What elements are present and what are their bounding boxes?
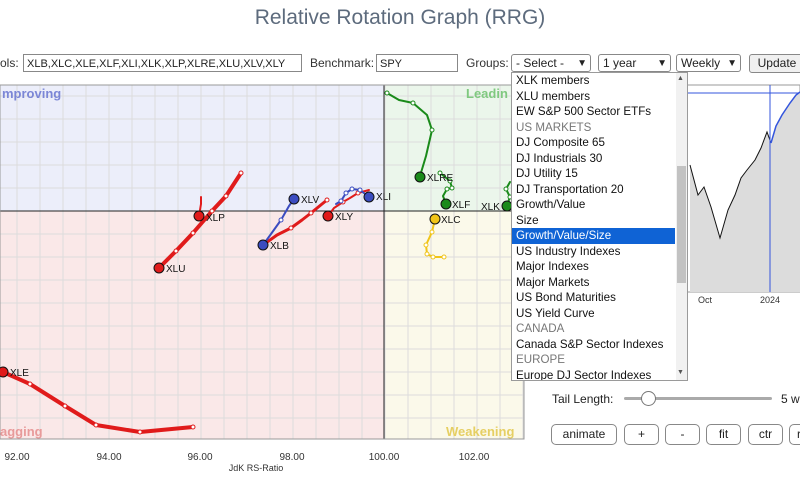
x-axis-title: JdK RS-Ratio xyxy=(229,463,284,473)
xlre-tail xyxy=(386,92,433,177)
xlp-marker xyxy=(193,210,205,222)
x-tick-label: 98.00 xyxy=(279,452,304,463)
xlre-marker xyxy=(414,171,426,183)
x-tick-label: 94.00 xyxy=(96,452,121,463)
dropdown-group-header: CANADA xyxy=(516,322,565,335)
benchmark-label: Benchmark: xyxy=(310,56,375,70)
price-x-label: Oct xyxy=(698,295,713,305)
dropdown-scrollbar[interactable]: ▲ ▼ xyxy=(676,73,687,380)
groups-label: Groups: xyxy=(466,56,509,70)
xlv-label: XLV xyxy=(301,195,319,206)
lagging-label: agging xyxy=(0,424,43,439)
price-line-highlight xyxy=(770,91,800,144)
xlu-marker xyxy=(153,262,165,274)
xlb-marker xyxy=(257,239,269,251)
dropdown-option[interactable]: Growth/Value/Size xyxy=(512,228,675,244)
xlc-label: XLC xyxy=(441,215,460,226)
xlre-label: XLRE xyxy=(427,173,453,184)
period-select-value: 1 year xyxy=(603,56,637,70)
xlv-marker xyxy=(288,193,300,205)
xli-label: XLI xyxy=(376,192,391,203)
interval-select-value: Weekly xyxy=(681,56,721,70)
price-chart: Oct 2024 xyxy=(685,84,800,305)
improving-label: mproving xyxy=(2,86,61,101)
period-select[interactable]: 1 year ▼ xyxy=(598,54,671,72)
dropdown-group-header: US MARKETS xyxy=(516,120,592,134)
dropdown-option[interactable]: Europe DJ Sector Indexes xyxy=(516,368,652,381)
dropdown-group-header: EUROPE xyxy=(516,353,565,366)
zoom-out-button[interactable]: - xyxy=(665,424,700,445)
xlf-marker xyxy=(440,198,452,210)
x-tick-label: 96.00 xyxy=(187,452,212,463)
xlb-tail xyxy=(261,198,329,247)
center-button[interactable]: ctr xyxy=(748,424,783,445)
leading-label: Leadin xyxy=(466,86,508,101)
xly-marker xyxy=(322,210,334,222)
scroll-up-icon[interactable]: ▲ xyxy=(677,75,684,82)
price-x-label: 2024 xyxy=(760,295,780,305)
x-tick-label: 102.00 xyxy=(459,452,490,463)
xle-marker xyxy=(0,366,9,378)
price-line xyxy=(689,130,772,240)
dropdown-option[interactable]: US Yield Curve xyxy=(516,306,595,320)
lagging-quadrant xyxy=(0,211,384,439)
tail-length-slider[interactable] xyxy=(624,397,772,400)
tail-length-value: 5 w xyxy=(781,392,800,406)
improving-quadrant xyxy=(0,85,384,211)
dropdown-option[interactable]: Major Indexes xyxy=(516,260,589,273)
groups-select-value: - Select - xyxy=(516,56,565,70)
dropdown-option[interactable]: Major Markets xyxy=(516,275,590,289)
page-title: Relative Rotation Graph (RRG) xyxy=(254,6,546,29)
x-tick-label: 92.00 xyxy=(4,452,29,463)
xly-label: XLY xyxy=(335,212,353,223)
xlu-tail xyxy=(157,171,243,270)
dropdown-option[interactable]: DJ Utility 15 xyxy=(516,167,578,180)
symbols-label: ols: xyxy=(0,56,19,70)
dropdown-option[interactable]: XLK members xyxy=(516,74,590,87)
xlu-label: XLU xyxy=(166,264,185,275)
dropdown-option[interactable]: DJ Composite 65 xyxy=(516,136,605,149)
dropdown-option[interactable]: Size xyxy=(516,213,539,227)
weakening-label: Weakening xyxy=(446,424,514,439)
xlk-label: XLK xyxy=(481,202,500,213)
xli-marker xyxy=(363,191,375,203)
dropdown-option[interactable]: Growth/Value xyxy=(516,198,586,211)
tail-length-slider-handle[interactable] xyxy=(641,391,656,406)
dropdown-option[interactable]: XLU members xyxy=(516,89,591,103)
price-area xyxy=(690,92,800,292)
toolbar: ols: XLB,XLC,XLE,XLF,XLI,XLK,XLP,XLRE,XL… xyxy=(0,54,800,76)
dropdown-option[interactable]: EW S&P 500 Sector ETFs xyxy=(516,105,652,118)
dropdown-option[interactable]: US Bond Maturities xyxy=(516,291,616,304)
chevron-down-icon: ▼ xyxy=(657,58,667,69)
tail-length-label: Tail Length: xyxy=(552,392,614,406)
xlb-label: XLB xyxy=(270,241,289,252)
x-tick-label: 100.00 xyxy=(369,452,400,463)
zoom-in-button[interactable]: + xyxy=(624,424,659,445)
symbols-input[interactable]: XLB,XLC,XLE,XLF,XLI,XLK,XLP,XLRE,XLU,XLV… xyxy=(23,54,302,72)
xlf-label: XLF xyxy=(452,200,470,211)
groups-select[interactable]: - Select - ▼ xyxy=(511,54,591,72)
dropdown-option[interactable]: DJ Transportation 20 xyxy=(516,182,624,196)
chevron-down-icon: ▼ xyxy=(577,58,587,69)
xle-tail xyxy=(1,370,195,434)
xlp-label: XLP xyxy=(206,213,225,224)
scrollbar-thumb[interactable] xyxy=(677,166,686,283)
dropdown-option[interactable]: US Industry Indexes xyxy=(516,244,621,258)
xlc-marker xyxy=(429,213,441,225)
fit-button[interactable]: fit xyxy=(706,424,741,445)
groups-dropdown-list[interactable]: XLK members XLU members EW S&P 500 Sector … xyxy=(511,72,688,381)
dropdown-option[interactable]: DJ Industrials 30 xyxy=(516,151,603,165)
xle-label: XLE xyxy=(10,368,29,379)
reset-button[interactable]: r xyxy=(789,424,800,445)
chevron-down-icon: ▼ xyxy=(727,58,737,69)
update-button[interactable]: Update xyxy=(749,54,800,73)
interval-select[interactable]: Weekly ▼ xyxy=(676,54,741,72)
dropdown-option[interactable]: Canada S&P Sector Indexes xyxy=(516,337,664,351)
scroll-down-icon[interactable]: ▼ xyxy=(677,369,684,376)
benchmark-input[interactable]: SPY xyxy=(376,54,458,72)
animate-button[interactable]: animate xyxy=(551,424,617,445)
